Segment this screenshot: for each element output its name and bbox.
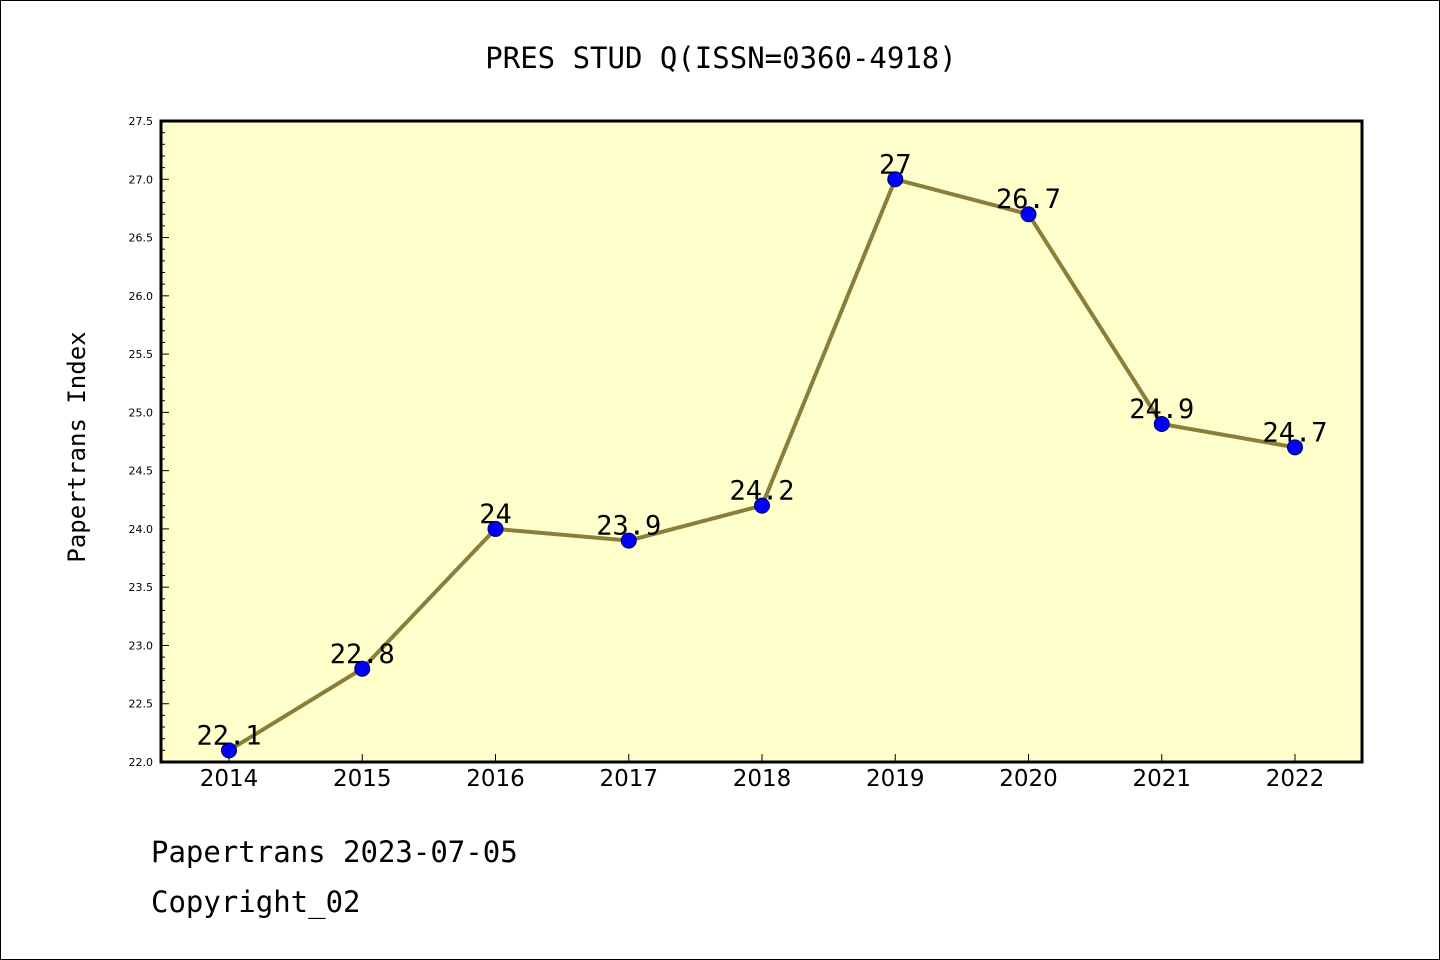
chart-title: PRES STUD Q(ISSN=0360-4918) bbox=[485, 41, 956, 75]
plot-border bbox=[159, 119, 1364, 764]
x-tick-label: 2019 bbox=[866, 766, 925, 792]
data-point bbox=[754, 497, 770, 514]
footer-copyright-line: Copyright_02 bbox=[151, 885, 361, 919]
y-tick-label: 23.5 bbox=[129, 581, 154, 594]
y-tick-label: 22.0 bbox=[129, 756, 154, 769]
y-tick-label: 27.5 bbox=[129, 115, 154, 128]
y-tick-label: 23.0 bbox=[129, 639, 154, 652]
x-tick-label: 2016 bbox=[466, 766, 525, 792]
data-point bbox=[487, 520, 504, 537]
y-axis-label: Papertrans Index bbox=[63, 331, 91, 562]
data-label: 24.9 bbox=[1129, 394, 1194, 425]
data-label-layer: 22.1 22.8 24 23.9 24.2 27 26.7 24.9 24.7 bbox=[196, 149, 1327, 751]
data-point bbox=[221, 742, 237, 759]
y-tick-label: 24.5 bbox=[129, 465, 154, 478]
data-point bbox=[1020, 206, 1037, 223]
x-tick-label: 2015 bbox=[333, 766, 392, 792]
data-point bbox=[887, 171, 904, 188]
data-point bbox=[1287, 439, 1303, 456]
y-tick-label: 25.5 bbox=[129, 348, 154, 361]
data-point bbox=[354, 660, 371, 677]
data-label: 24.2 bbox=[729, 476, 794, 507]
data-label: 27 bbox=[879, 149, 912, 180]
data-label: 22.1 bbox=[196, 720, 261, 751]
series-layer bbox=[221, 171, 1303, 759]
data-label: 22.8 bbox=[330, 639, 395, 670]
y-tick-label: 26.5 bbox=[129, 232, 154, 245]
data-point bbox=[1153, 416, 1170, 433]
x-tick-label: 2014 bbox=[200, 766, 259, 792]
y-tick-label: 25.0 bbox=[129, 406, 154, 419]
data-point bbox=[620, 532, 637, 549]
y-tick-label: 27.0 bbox=[129, 173, 154, 186]
y-tick-label: 26.0 bbox=[129, 290, 154, 303]
y-tick-label: 22.5 bbox=[129, 698, 154, 711]
x-tick-label: 2021 bbox=[1132, 766, 1191, 792]
data-label: 24.7 bbox=[1262, 417, 1327, 448]
x-tick-label: 2022 bbox=[1266, 766, 1325, 792]
x-axis: 2014 2015 2016 2017 2018 2019 2020 2021 2022 bbox=[200, 754, 1325, 792]
y-tick-label: 24.0 bbox=[129, 523, 154, 536]
x-tick-label: 2020 bbox=[999, 766, 1058, 792]
data-label: 24 bbox=[479, 499, 512, 530]
data-label: 23.9 bbox=[596, 511, 661, 542]
x-tick-label: 2017 bbox=[599, 766, 658, 792]
data-label: 26.7 bbox=[996, 184, 1061, 215]
y-axis: 22.0 22.5 23.0 23.5 24.0 24.5 25.0 25.5 26.0 26.5… bbox=[129, 115, 169, 769]
footer-date-line: Papertrans 2023-07-05 bbox=[151, 835, 518, 869]
plot-area bbox=[161, 121, 1362, 762]
x-tick-label: 2018 bbox=[733, 766, 792, 792]
